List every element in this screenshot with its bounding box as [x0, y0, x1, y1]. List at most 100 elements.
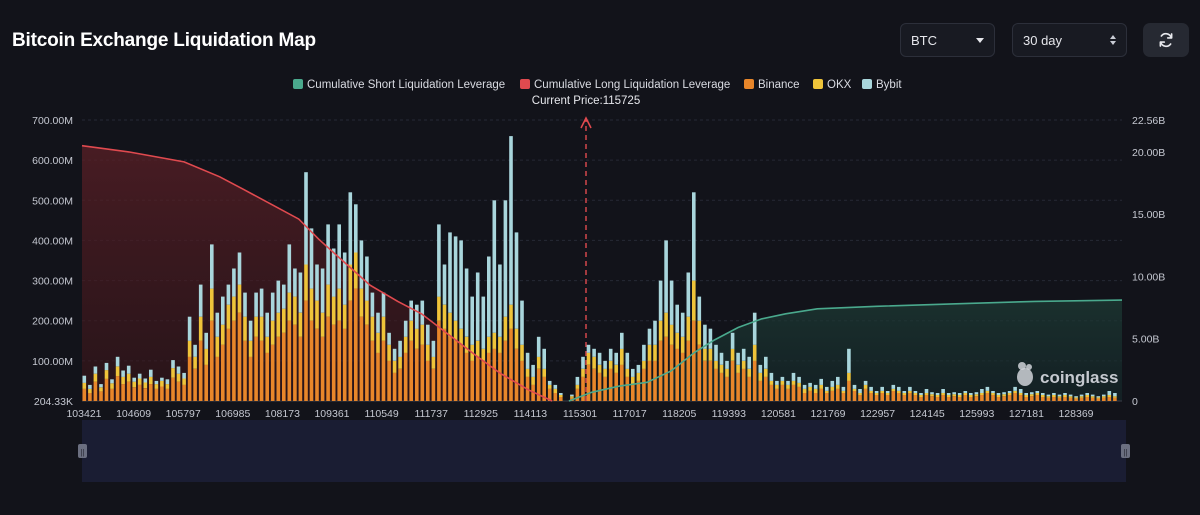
bar-okx: [819, 384, 823, 389]
bar-bybit: [498, 264, 502, 337]
range-slider-right-handle[interactable]: [1121, 444, 1130, 458]
legend-label-short[interactable]: Cumulative Short Liquidation Leverage: [307, 79, 505, 91]
bar-okx: [99, 387, 103, 392]
bar-okx: [198, 316, 203, 341]
legend-swatch-bybit[interactable]: [862, 79, 872, 89]
bar-okx: [908, 391, 912, 393]
legend-label-long[interactable]: Cumulative Long Liquidation Leverage: [534, 79, 730, 91]
x-tick-label: 114113: [514, 408, 548, 420]
legend-label-bybit[interactable]: Bybit: [876, 79, 902, 91]
x-tick-label: 118205: [662, 408, 696, 420]
bar-binance: [1018, 395, 1023, 401]
bar-binance: [1074, 398, 1078, 401]
bar-okx: [941, 393, 945, 395]
legend-swatch-okx[interactable]: [813, 79, 823, 89]
bar-binance: [309, 320, 314, 401]
bar-binance: [719, 372, 724, 401]
bar-okx: [885, 393, 890, 395]
y-left-tick-label: 100.00M: [32, 356, 73, 368]
bar-binance: [802, 393, 807, 401]
bar-binance: [442, 328, 447, 401]
bar-binance: [287, 320, 292, 401]
bar-bybit: [969, 393, 973, 395]
bar-binance: [403, 352, 408, 401]
range-slider-track[interactable]: [82, 420, 1126, 482]
range-slider-left-handle[interactable]: [78, 444, 87, 458]
bar-okx: [1063, 395, 1067, 397]
x-tick-label: 109361: [314, 408, 349, 420]
x-tick-label: 115301: [563, 408, 597, 420]
bar-binance: [797, 386, 801, 401]
bar-okx: [304, 264, 308, 301]
bar-okx: [525, 368, 530, 377]
x-tick-label: 110549: [364, 408, 398, 420]
bar-binance: [232, 320, 236, 401]
bar-bybit: [232, 268, 236, 297]
coin-select[interactable]: BTC: [900, 23, 995, 57]
bar-okx: [642, 360, 646, 369]
bar-binance: [786, 389, 790, 401]
bar-okx: [636, 372, 641, 381]
legend-label-okx[interactable]: OKX: [827, 79, 852, 91]
range-select[interactable]: 30 day: [1012, 23, 1127, 57]
bar-okx: [980, 393, 984, 395]
x-axis: 103421 104609 105797 106985 108173 109361 1105…: [66, 400, 1122, 420]
y-right-tick-label: 22.56B: [1132, 115, 1165, 127]
bar-binance: [1079, 397, 1084, 401]
bar-binance: [481, 360, 486, 401]
bar-binance: [869, 393, 873, 401]
bar-bybit: [376, 312, 380, 333]
refresh-button[interactable]: [1143, 23, 1189, 57]
bar-bybit: [897, 386, 901, 391]
bar-bybit: [686, 272, 691, 317]
bar-binance: [331, 324, 336, 401]
bar-bybit: [464, 268, 469, 337]
legend-swatch-long[interactable]: [520, 79, 530, 89]
bar-binance: [1030, 396, 1034, 401]
bar-okx: [243, 316, 247, 341]
bar-bybit: [265, 312, 269, 337]
legend-swatch-binance[interactable]: [744, 79, 754, 89]
bar-bybit: [1063, 393, 1067, 395]
bar-binance: [121, 384, 125, 401]
bar-binance: [132, 387, 136, 401]
bar-bybit: [725, 360, 729, 369]
bar-okx: [553, 389, 558, 393]
up-down-arrows-icon: [1110, 35, 1116, 45]
bar-binance: [165, 389, 170, 401]
bar-binance: [553, 393, 558, 401]
bar-binance: [387, 360, 391, 401]
bar-binance: [919, 397, 923, 401]
bar-binance: [559, 397, 563, 401]
range-slider[interactable]: || ||: [78, 420, 1130, 482]
bar-bybit: [847, 348, 851, 373]
bar-bybit: [741, 348, 746, 361]
bar-okx: [149, 376, 153, 385]
bar-bybit: [1107, 391, 1112, 395]
bar-okx: [409, 320, 413, 341]
bar-binance: [342, 328, 347, 401]
bar-okx: [88, 389, 92, 393]
bar-okx: [1085, 395, 1089, 397]
bar-binance: [359, 316, 364, 401]
bar-binance: [293, 324, 297, 401]
bar-bybit: [1002, 392, 1006, 395]
bar-okx: [1007, 393, 1012, 395]
bar-bybit: [675, 304, 679, 333]
bar-okx: [631, 376, 635, 385]
legend-swatch-short[interactable]: [293, 79, 303, 89]
bar-bybit: [874, 391, 879, 393]
bar-binance: [1057, 397, 1062, 401]
bar-binance: [365, 324, 369, 401]
bar-bybit: [1085, 393, 1089, 395]
bar-bybit: [1052, 393, 1056, 395]
bar-binance: [675, 348, 679, 401]
legend-label-binance[interactable]: Binance: [758, 79, 800, 91]
bar-bybit: [165, 379, 170, 385]
bar-binance: [315, 328, 319, 401]
bar-bybit: [215, 312, 220, 337]
bar-okx: [475, 340, 480, 357]
bar-bybit: [309, 228, 314, 289]
bar-okx: [232, 296, 236, 321]
bar-binance: [969, 397, 973, 401]
